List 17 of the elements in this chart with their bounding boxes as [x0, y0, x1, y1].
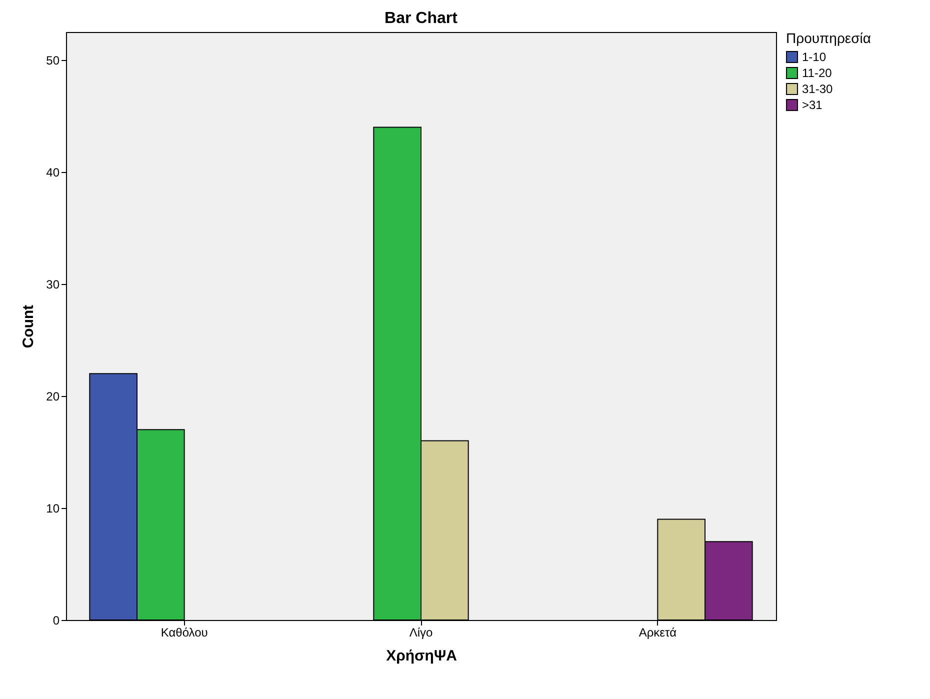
- legend-label: >31: [802, 98, 823, 112]
- y-tick-label: 40: [46, 166, 60, 180]
- legend-label: 31-30: [802, 82, 834, 96]
- x-tick-label: Λίγο: [409, 626, 433, 640]
- y-tick-label: 20: [46, 390, 60, 404]
- x-tick-label: Αρκετά: [638, 626, 677, 640]
- y-tick-label: 0: [52, 614, 60, 628]
- chart-title: Bar Chart: [384, 10, 458, 27]
- y-axis-title: Count: [20, 304, 38, 348]
- legend-label: 1-10: [802, 50, 826, 64]
- legend-label: 11-20: [802, 66, 832, 80]
- x-axis-title: ΧρήσηΨΑ: [386, 648, 458, 664]
- x-tick-label: Καθόλου: [160, 626, 208, 640]
- y-tick-label: 50: [46, 54, 60, 68]
- y-tick-label: 10: [46, 502, 60, 516]
- y-tick-label: 30: [46, 278, 60, 292]
- legend-title: Προυπηρεσία: [786, 30, 872, 46]
